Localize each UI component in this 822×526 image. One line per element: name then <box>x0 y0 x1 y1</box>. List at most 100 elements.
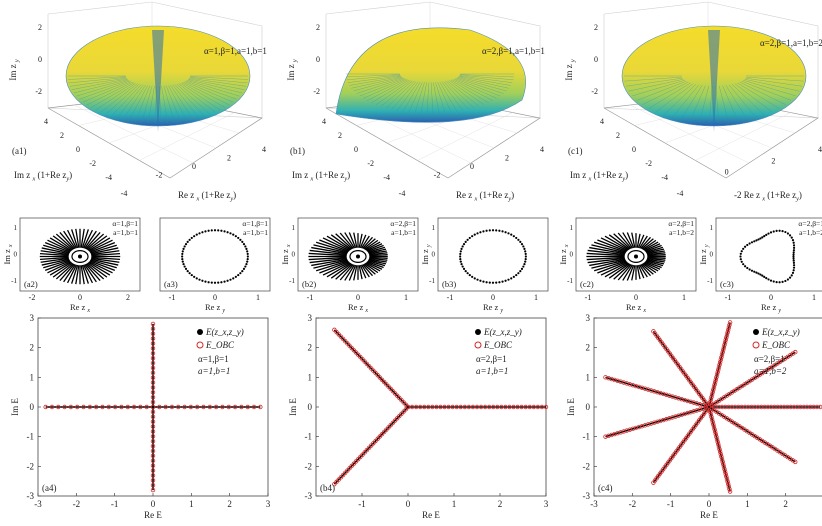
spectrum-spike <box>52 262 73 278</box>
surface-fin <box>187 80 240 97</box>
y-tick-label: 0 <box>570 251 574 259</box>
obc-point <box>332 481 337 487</box>
unit-circle-dot <box>792 244 796 247</box>
obc-point <box>725 479 730 484</box>
unit-circle-dot <box>476 232 479 235</box>
y-tick-label: 0 <box>76 145 80 154</box>
surface-fin <box>189 77 247 87</box>
axis-box-edge <box>47 1 263 119</box>
surface-fin <box>420 82 427 114</box>
y-tick-label: 4 <box>322 117 326 126</box>
spectrum-spike <box>365 241 381 251</box>
x-tick-label: 4 <box>262 145 266 154</box>
legend-params-line2: a=1,b=1 <box>198 366 230 376</box>
unit-circle-dot <box>188 272 191 275</box>
spectrum-spike <box>368 258 387 263</box>
obc-point <box>349 463 354 469</box>
spectrum-spike <box>39 252 69 257</box>
obc-point <box>351 348 357 353</box>
surface-fin <box>731 84 765 116</box>
spectrum-spike <box>309 249 347 256</box>
obc-point <box>150 463 156 468</box>
obc-point <box>93 404 99 410</box>
x-tick-label: -1 <box>585 293 592 302</box>
surface-fin <box>86 81 133 106</box>
unit-circle-dot <box>183 265 186 268</box>
unit-circle-dot <box>784 279 787 283</box>
obc-point <box>711 422 716 427</box>
obc-point <box>392 391 398 396</box>
surface-fin <box>456 77 504 94</box>
x-tick-label: 0 <box>151 499 156 509</box>
unit-circle-dot <box>485 281 488 284</box>
legend-marker-pbc <box>753 329 759 335</box>
obc-point <box>176 404 181 410</box>
surface-fin <box>346 74 401 81</box>
obc-point <box>150 478 156 483</box>
obc-point <box>726 481 731 487</box>
unit-circle-dot <box>750 269 754 272</box>
spectrum-spike <box>586 252 625 257</box>
unit-circle-dot <box>763 235 766 238</box>
surface-fin <box>636 80 687 101</box>
legend-text: α=2,β=1 <box>798 219 822 228</box>
x-tick-label: 2 <box>227 499 232 509</box>
legend-pbc: E(z_x,z_y) <box>483 327 522 337</box>
surface-fin <box>728 84 757 119</box>
spectrum-spike <box>591 259 626 269</box>
unit-circle-dot <box>523 263 526 266</box>
obc-point <box>712 427 717 432</box>
legend-text: a=1,b=2 <box>799 228 822 237</box>
obc-point <box>201 404 206 410</box>
spectrum-spike <box>326 262 351 278</box>
legend-params-line1: α=2,β=1 <box>754 354 785 364</box>
obc-point <box>531 404 537 410</box>
obc-point <box>723 471 728 477</box>
surface-3d <box>335 27 526 123</box>
x-axis-label: Re z y <box>761 302 781 314</box>
surface-fin <box>176 83 211 115</box>
y-axis-label: Im z x <box>2 244 14 264</box>
spectrum-spike <box>90 244 117 254</box>
obc-point <box>150 365 156 371</box>
obc-point <box>373 438 378 444</box>
spectrum-spike <box>367 260 386 267</box>
unit-circle-dot <box>788 276 792 279</box>
obc-point <box>717 362 722 367</box>
spectrum-spike <box>636 233 641 248</box>
spectrum-spike <box>348 264 357 281</box>
obc-point <box>366 445 372 451</box>
obc-point <box>362 359 367 364</box>
surface-fin <box>353 77 403 92</box>
spectrum-spike <box>89 260 116 271</box>
x-tick-label: 2 <box>783 499 788 509</box>
unit-circle-dot <box>195 233 198 236</box>
spectrum-spike <box>597 261 628 274</box>
obc-point <box>169 404 175 410</box>
x-axis-label: Re z x <box>626 302 646 314</box>
inner-ring <box>627 250 645 263</box>
spectrum-spike <box>642 239 657 250</box>
spectrum-spike <box>40 250 69 256</box>
obc-point <box>356 352 361 358</box>
surface-3d <box>65 25 251 132</box>
obc-point <box>394 393 400 398</box>
legend-obc: E_OBC <box>483 340 513 350</box>
x-tick-label: -4 <box>677 189 684 198</box>
unit-circle-dot <box>748 242 751 245</box>
unit-circle-dot <box>460 247 463 250</box>
surface-fin <box>739 81 786 105</box>
z-tick-label: -2 <box>35 87 42 96</box>
obc-point <box>470 404 476 410</box>
unit-circle-dot <box>182 263 185 266</box>
surface-fin <box>642 81 689 105</box>
obc-point <box>413 404 419 410</box>
unit-circle-dot <box>213 281 217 284</box>
unit-circle-dot <box>750 241 754 244</box>
z-axis-label: Im z y <box>564 59 576 81</box>
unit-circle-dot <box>245 263 248 266</box>
z-tick-label: 2 <box>316 23 320 32</box>
unit-circle-dot <box>491 281 495 284</box>
panel-label: (b3) <box>442 279 456 289</box>
y-tick-label: -2 <box>583 461 591 471</box>
